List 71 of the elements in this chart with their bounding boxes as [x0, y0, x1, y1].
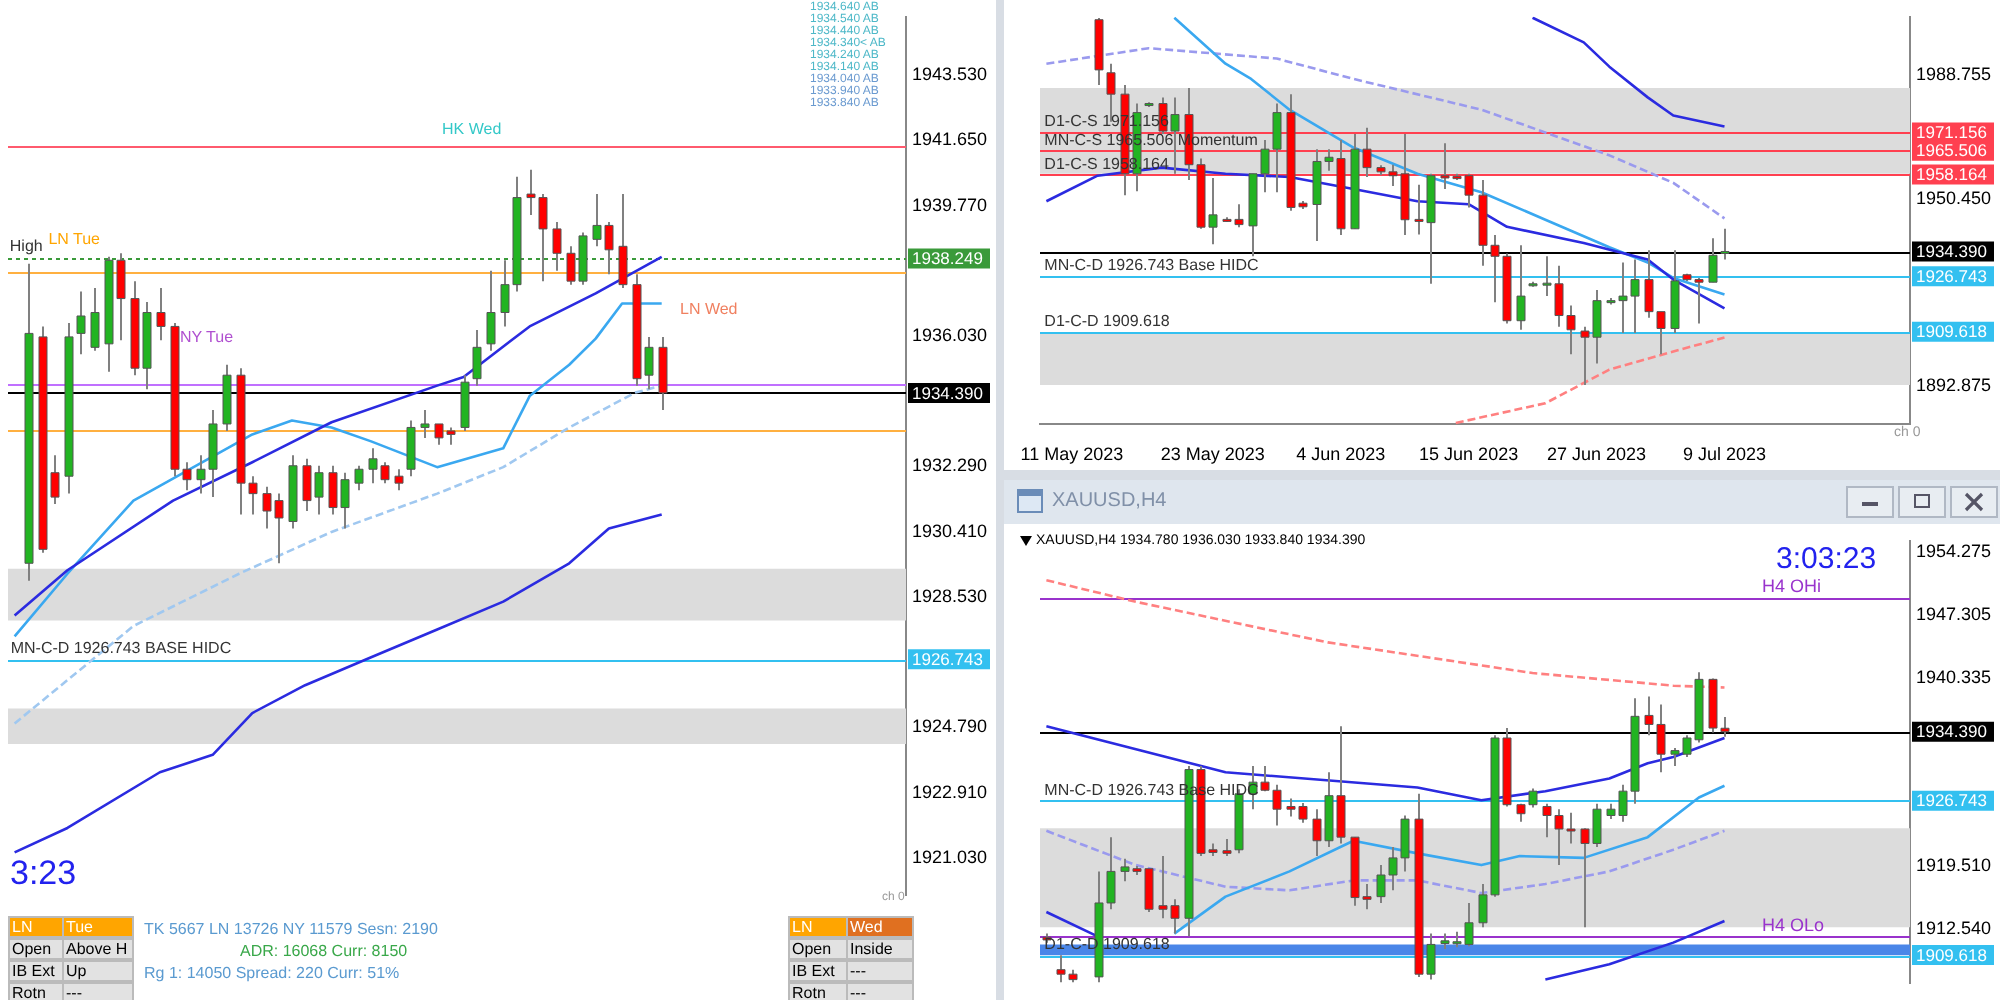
ref-line-label: 1926.743: [1916, 790, 1988, 811]
y-tick-label: 1919.510: [1916, 854, 1992, 875]
x-tick-label: 9 Jul 2023: [1682, 444, 1767, 465]
y-tick-label: 1912.540: [1916, 917, 1992, 938]
ref-line-label: 1926.743: [912, 648, 984, 669]
text: Open: [788, 938, 848, 960]
text: ---: [62, 982, 134, 1000]
annotation: H4 OHi: [1762, 575, 1822, 596]
text: LN: [788, 916, 848, 938]
line-series: [1454, 336, 1726, 425]
annotation: High: [9, 236, 43, 255]
x-tick-label: 15 Jun 2023: [1419, 444, 1519, 465]
y-tick-label: 1947.305: [1916, 604, 1992, 625]
y-tick-label: 1930.410: [912, 520, 988, 541]
x-tick-label: 11 May 2023: [1020, 444, 1124, 465]
ref-line-label: 1938.249: [912, 248, 984, 269]
ref-line-label: 1971.156: [1916, 122, 1988, 143]
ref-line-label: 1965.506: [1916, 140, 1988, 161]
y-tick-label: 1954.275: [1916, 541, 1992, 562]
ref-line-label: 1958.164: [1916, 164, 1988, 185]
y-tick-label: 1936.030: [912, 324, 988, 345]
text: Above H: [62, 938, 134, 960]
annotation: MN-C-D 1926.743 Base HIDC: [1044, 256, 1260, 275]
line-series: [1045, 578, 1726, 689]
y-tick-label: 1928.530: [912, 586, 988, 607]
ref-line-label: 1934.390: [912, 382, 984, 403]
x-tick-label: 23 May 2023: [1160, 444, 1265, 465]
annotation: HK Wed: [442, 120, 502, 138]
text: ADR: 16068 Curr: 8150: [240, 942, 408, 960]
text: ---: [846, 982, 914, 1000]
text: Rg 1: 14050 Spread: 220 Curr: 51%: [144, 964, 400, 982]
x-tick-label: 27 Jun 2023: [1547, 444, 1647, 465]
x-tick-label: 4 Jun 2023: [1296, 444, 1386, 465]
y-tick-label: 1921.030: [912, 847, 988, 868]
y-tick-label: 1924.790: [912, 716, 988, 737]
ref-line-label: 1926.743: [1916, 265, 1988, 286]
annotation: 3:23: [10, 854, 77, 892]
ref-line-label: 1934.390: [1916, 241, 1988, 262]
y-tick-label: 1950.450: [1916, 188, 1992, 209]
line-series: [1045, 46, 1726, 220]
y-tick-label: 1940.335: [1916, 667, 1992, 688]
text: Wed: [846, 916, 914, 938]
annotation: NY Tue: [180, 328, 234, 346]
text: Rotn: [788, 982, 848, 1000]
y-tick-label: 1932.290: [912, 455, 988, 476]
annotation: MN-C-D 1926.743 BASE HIDC: [10, 639, 232, 658]
text: IB Ext: [8, 960, 64, 982]
text: LN: [8, 916, 64, 938]
text: Up: [62, 960, 134, 982]
annotation: LN Wed: [680, 300, 738, 318]
text: Tue: [62, 916, 134, 938]
y-tick-label: 1892.875: [1916, 374, 1992, 395]
ref-line-label: 1909.618: [1916, 321, 1988, 342]
annotation: LN Tue: [48, 229, 102, 248]
y-tick-label: 1922.910: [912, 781, 988, 802]
text: ---: [846, 960, 914, 982]
ref-line-label: 1934.390: [1916, 721, 1988, 742]
text: TK 5667 LN 13726 NY 11579 Sesn: 2190: [144, 920, 438, 938]
y-tick-label: 1943.530: [912, 63, 988, 84]
chart-title: XAUUSD,H4: [1052, 490, 1167, 512]
annotation: D1-C-D 1909.618: [1044, 311, 1171, 330]
annotation: 3:03:23: [1776, 542, 1877, 576]
text: Inside: [846, 938, 914, 960]
text: Rotn: [8, 982, 64, 1000]
ref-line-label: 1909.618: [1916, 944, 1988, 965]
y-tick-label: 1941.650: [912, 129, 988, 150]
text: IB Ext: [788, 960, 848, 982]
y-tick-label: 1988.755: [1916, 64, 1992, 85]
y-tick-label: 1939.770: [912, 194, 988, 215]
annotation: H4 OLo: [1762, 914, 1825, 935]
text: Open: [8, 938, 64, 960]
